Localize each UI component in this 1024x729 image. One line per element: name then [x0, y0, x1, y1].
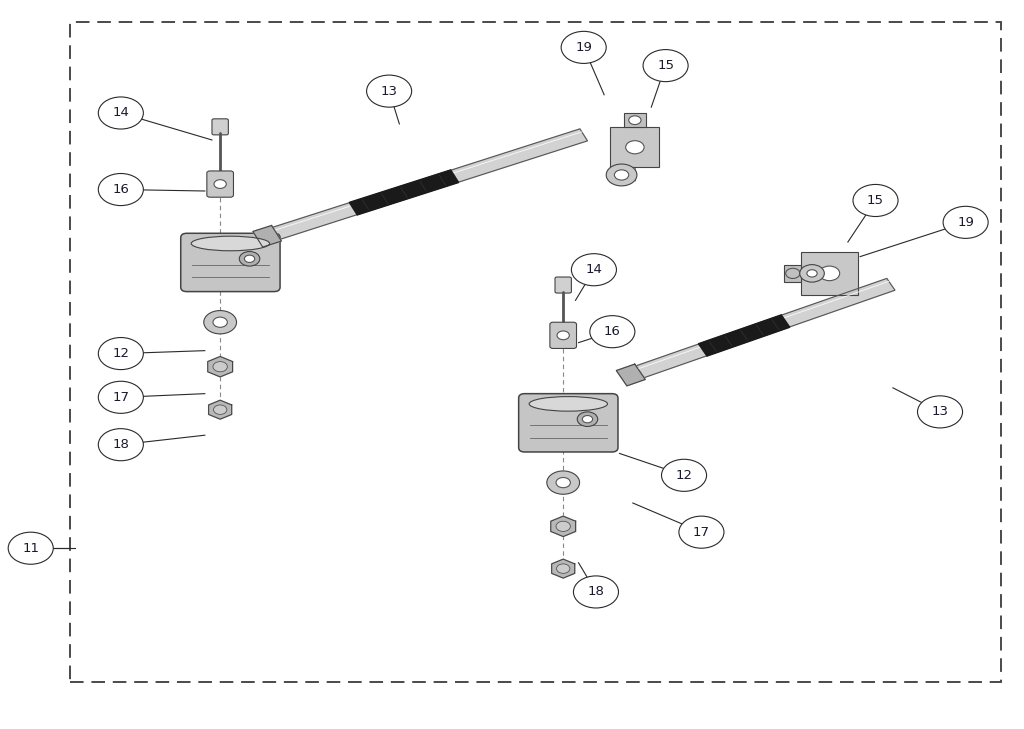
Text: 15: 15: [657, 59, 674, 72]
Text: 11: 11: [23, 542, 39, 555]
Text: 19: 19: [575, 41, 592, 54]
Text: 18: 18: [113, 438, 129, 451]
FancyBboxPatch shape: [519, 394, 618, 452]
Bar: [784, 265, 802, 282]
Circle shape: [800, 265, 824, 282]
Circle shape: [853, 184, 898, 217]
Circle shape: [8, 532, 53, 564]
Text: 18: 18: [588, 585, 604, 599]
Text: 13: 13: [932, 405, 948, 418]
Text: 12: 12: [676, 469, 692, 482]
Circle shape: [561, 31, 606, 63]
Polygon shape: [208, 356, 232, 377]
FancyBboxPatch shape: [212, 119, 228, 135]
Circle shape: [662, 459, 707, 491]
Circle shape: [573, 576, 618, 608]
Text: 12: 12: [113, 347, 129, 360]
Ellipse shape: [191, 236, 269, 251]
Circle shape: [98, 381, 143, 413]
Circle shape: [556, 477, 570, 488]
Bar: [610, 127, 659, 167]
FancyBboxPatch shape: [207, 171, 233, 197]
Polygon shape: [698, 315, 790, 356]
Circle shape: [213, 405, 227, 414]
Circle shape: [98, 338, 143, 370]
Circle shape: [213, 317, 227, 327]
Circle shape: [590, 316, 635, 348]
Circle shape: [583, 416, 593, 423]
Text: 15: 15: [867, 194, 884, 207]
Polygon shape: [552, 559, 574, 578]
Circle shape: [807, 270, 817, 277]
Circle shape: [626, 141, 644, 154]
Circle shape: [240, 252, 260, 266]
Ellipse shape: [529, 397, 607, 411]
Bar: [802, 252, 858, 295]
Circle shape: [367, 75, 412, 107]
Text: 14: 14: [586, 263, 602, 276]
FancyBboxPatch shape: [180, 233, 280, 292]
Text: 14: 14: [113, 106, 129, 120]
Circle shape: [98, 429, 143, 461]
Circle shape: [98, 174, 143, 206]
Circle shape: [606, 164, 637, 186]
Circle shape: [98, 97, 143, 129]
Polygon shape: [272, 129, 588, 239]
Circle shape: [571, 254, 616, 286]
Circle shape: [204, 311, 237, 334]
Circle shape: [679, 516, 724, 548]
Polygon shape: [551, 516, 575, 537]
Polygon shape: [209, 400, 231, 419]
Circle shape: [245, 255, 255, 262]
Bar: [624, 113, 646, 128]
Circle shape: [556, 521, 570, 531]
Text: 17: 17: [113, 391, 129, 404]
Text: 17: 17: [693, 526, 710, 539]
Circle shape: [785, 268, 800, 278]
FancyBboxPatch shape: [555, 277, 571, 293]
Circle shape: [643, 50, 688, 82]
Circle shape: [213, 362, 227, 372]
Polygon shape: [636, 278, 895, 378]
Text: 19: 19: [957, 216, 974, 229]
Circle shape: [547, 471, 580, 494]
Circle shape: [918, 396, 963, 428]
Circle shape: [819, 266, 840, 281]
Polygon shape: [616, 364, 645, 386]
Circle shape: [557, 331, 569, 340]
Circle shape: [614, 170, 629, 180]
Polygon shape: [253, 225, 282, 247]
Circle shape: [214, 180, 226, 189]
Polygon shape: [349, 170, 459, 215]
Text: 16: 16: [113, 183, 129, 196]
Circle shape: [557, 564, 569, 573]
Text: 16: 16: [604, 325, 621, 338]
Text: 13: 13: [381, 85, 397, 98]
Circle shape: [943, 206, 988, 238]
Circle shape: [578, 412, 598, 426]
FancyBboxPatch shape: [550, 322, 577, 348]
Circle shape: [629, 116, 641, 125]
